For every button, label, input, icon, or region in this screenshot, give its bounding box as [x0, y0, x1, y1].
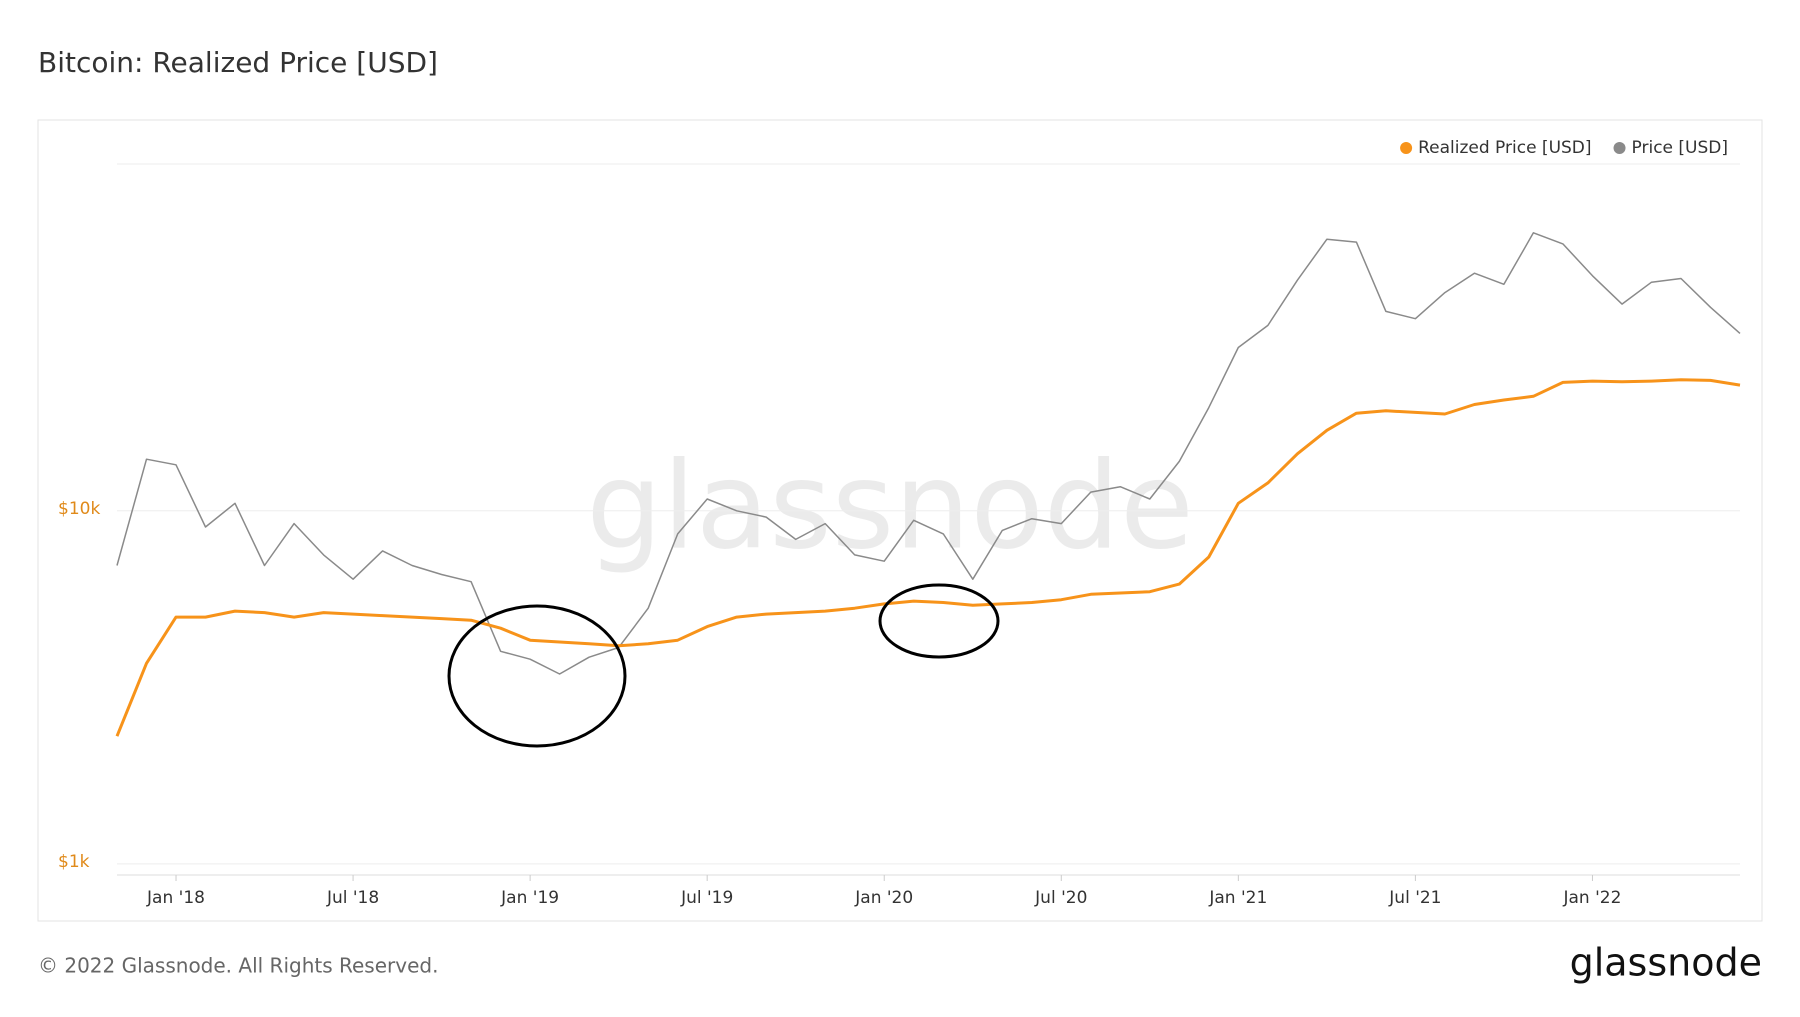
y-tick-label: $1k	[58, 852, 90, 872]
chart-title: Bitcoin: Realized Price [USD]	[38, 46, 438, 79]
x-tick-label: Jul '18	[326, 888, 379, 908]
legend-label: Realized Price [USD]	[1418, 138, 1591, 158]
y-tick-label: $10k	[58, 499, 100, 519]
legend-label: Price [USD]	[1632, 138, 1728, 158]
legend-marker	[1613, 142, 1626, 154]
x-tick-label: Jan '22	[1562, 888, 1621, 908]
series-line	[116, 232, 1741, 675]
watermark: glassnode	[586, 438, 1194, 577]
annotation-circle	[878, 583, 1000, 659]
x-tick-label: Jan '21	[1208, 888, 1267, 908]
x-tick-label: Jan '18	[146, 888, 205, 908]
annotation-circle	[447, 604, 627, 748]
legend-marker	[1400, 142, 1413, 154]
x-tick-label: Jul '20	[1034, 888, 1087, 908]
logo: glassnode	[1570, 941, 1762, 985]
x-tick-label: Jul '19	[680, 888, 733, 908]
x-tick-label: Jul '21	[1388, 888, 1441, 908]
footer: © 2022 Glassnode. All Rights Reserved.	[38, 954, 438, 978]
chart-frame	[37, 119, 1763, 922]
x-tick-label: Jan '20	[854, 888, 913, 908]
series-line	[115, 378, 1741, 737]
x-tick-label: Jan '19	[500, 888, 559, 908]
